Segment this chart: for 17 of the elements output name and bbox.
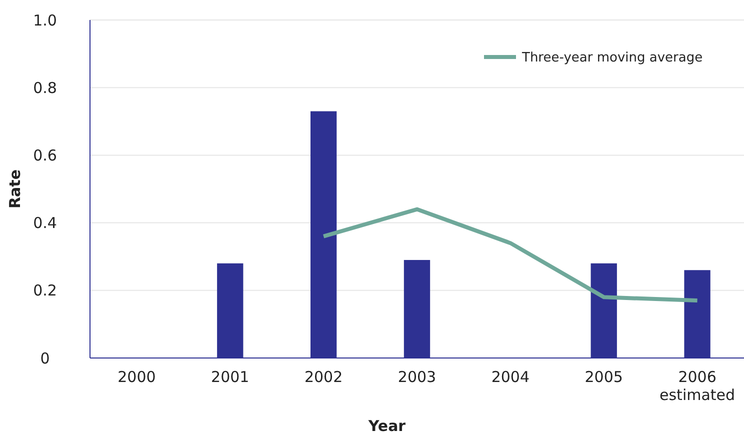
y-tick-label: 0.2 — [33, 282, 57, 300]
y-tick-label: 0 — [40, 349, 50, 368]
y-tick-label: 0.8 — [33, 78, 57, 97]
line-series — [322, 207, 700, 303]
x-tick-label: 2006 estimated — [660, 368, 736, 404]
legend-label: Three-year moving average — [521, 50, 703, 66]
x-tick-label: 2005 — [584, 368, 623, 386]
y-axis-title: Rate — [6, 169, 24, 209]
x-tick-label: 2002 — [304, 368, 343, 386]
x-axis-title: Year — [367, 417, 406, 433]
x-tick-label: 2004 — [491, 368, 530, 386]
y-tick-label: 0.4 — [33, 214, 57, 232]
x-tick-label: 2001 — [211, 368, 250, 386]
x-tick-label: 2000 — [118, 368, 156, 386]
y-tick-label: 1.0 — [33, 11, 57, 30]
y-tick-label: 0.6 — [33, 146, 57, 164]
x-tick-label: 2003 — [398, 368, 436, 386]
